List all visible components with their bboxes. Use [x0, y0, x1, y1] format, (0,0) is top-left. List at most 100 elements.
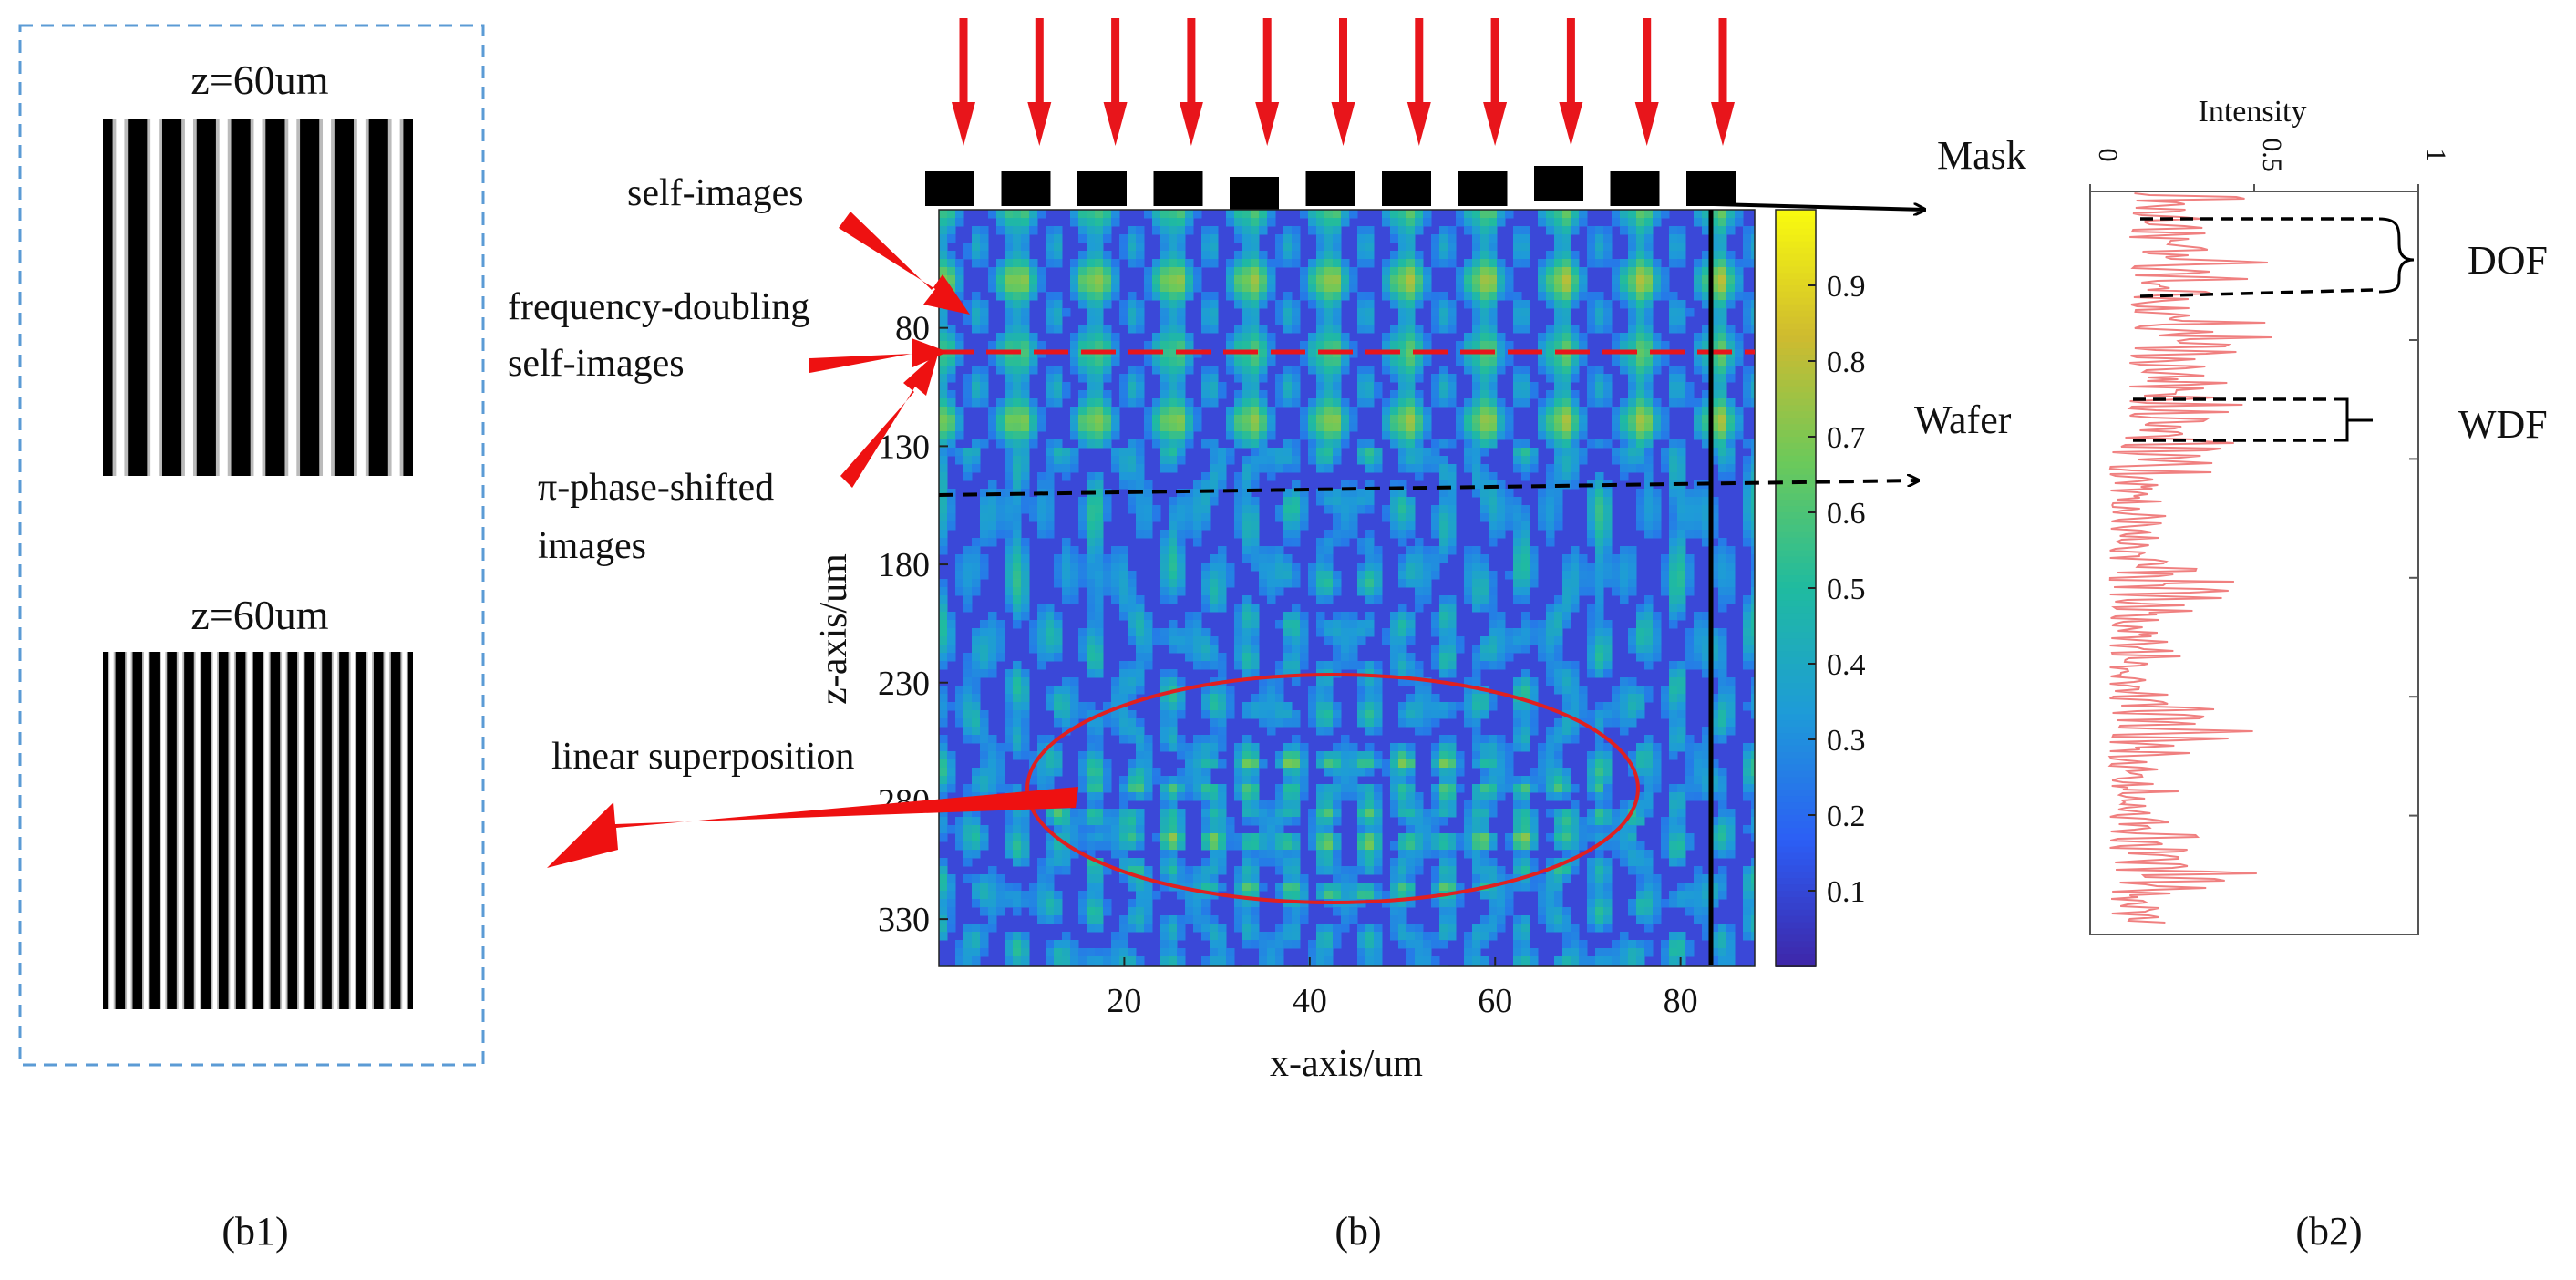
heatmap-cell	[1497, 284, 1506, 293]
heatmap-cell	[1472, 792, 1481, 801]
heatmap-cell	[1029, 768, 1038, 777]
heatmap-cell	[1103, 374, 1112, 383]
heatmap-cell	[1357, 800, 1366, 810]
heatmap-cell	[1365, 448, 1375, 457]
heatmap-cell	[1177, 398, 1186, 408]
heatmap-cell	[1628, 686, 1637, 695]
heatmap-cell	[1193, 620, 1202, 629]
heatmap-cell	[1726, 587, 1736, 596]
heatmap-cell	[1653, 341, 1662, 350]
heatmap-cell	[1333, 653, 1342, 662]
heatmap-cell	[1365, 817, 1375, 826]
heatmap-cell	[1259, 718, 1268, 728]
heatmap-cell	[1669, 620, 1678, 629]
heatmap-cell	[980, 530, 989, 539]
heatmap-cell	[1374, 809, 1383, 818]
heatmap-cell	[1078, 210, 1087, 219]
heatmap-cell	[1579, 431, 1588, 440]
heatmap-cell	[1448, 513, 1457, 522]
heatmap-cell	[1046, 841, 1055, 851]
heatmap-cell	[1111, 850, 1120, 859]
heatmap-cell	[1136, 604, 1145, 613]
heatmap-cell	[1398, 259, 1407, 268]
heatmap-cell	[1702, 267, 1711, 276]
heatmap-cell	[1177, 505, 1186, 514]
heatmap-cell	[1201, 316, 1211, 325]
heatmap-cell	[1308, 718, 1317, 728]
heatmap-cell	[1201, 366, 1211, 375]
heatmap-cell	[1521, 694, 1530, 703]
heatmap-cell	[1316, 677, 1325, 686]
heatmap-cell	[1480, 243, 1489, 252]
heatmap-cell	[1152, 768, 1161, 777]
heatmap-cell	[1160, 284, 1170, 293]
heatmap-cell	[1751, 710, 1755, 719]
heatmap-cell	[1595, 825, 1604, 834]
heatmap-cell	[1316, 571, 1325, 580]
heatmap-cell	[1546, 628, 1555, 637]
heatmap-cell	[1218, 579, 1227, 588]
heatmap-cell	[1275, 374, 1284, 383]
heatmap-cell	[1439, 800, 1448, 810]
heatmap-cell	[1308, 341, 1317, 350]
heatmap-cell	[1078, 759, 1087, 769]
heatmap-cell	[1718, 817, 1727, 826]
heatmap-cell	[1628, 718, 1637, 728]
heatmap-cell	[1152, 210, 1161, 219]
heatmap-cell	[1193, 530, 1202, 539]
heatmap-cell	[1128, 858, 1137, 867]
heatmap-cell	[1595, 817, 1604, 826]
heatmap-cell	[1341, 357, 1350, 366]
heatmap-cell	[1201, 735, 1211, 744]
heatmap-cell	[1218, 727, 1227, 736]
heatmap-cell	[1669, 521, 1678, 531]
heatmap-cell	[1677, 850, 1686, 859]
heatmap-cell	[1439, 259, 1448, 268]
heatmap-cell	[1710, 497, 1719, 506]
heatmap-cell	[1005, 727, 1014, 736]
heatmap-cell	[1078, 407, 1087, 416]
heatmap-cell	[1095, 431, 1104, 440]
heatmap-cell	[1521, 439, 1530, 449]
heatmap-cell	[1538, 784, 1547, 793]
heatmap-cell	[1406, 841, 1416, 851]
heatmap-cell	[939, 439, 948, 449]
heatmap-cell	[1620, 718, 1629, 728]
heatmap-cell	[980, 833, 989, 842]
heatmap-cell	[1636, 357, 1645, 366]
heatmap-cell	[1292, 563, 1301, 572]
heatmap-cell	[1513, 316, 1522, 325]
heatmap-cell	[1726, 546, 1736, 555]
heatmap-cell	[1078, 357, 1087, 366]
heatmap-cell	[1333, 841, 1342, 851]
heatmap-cell	[1423, 284, 1432, 293]
heatmap-cell	[1702, 727, 1711, 736]
heatmap-cell	[1406, 628, 1416, 637]
heatmap-cell	[1669, 448, 1678, 457]
heatmap-cell	[1653, 743, 1662, 752]
heatmap-cell	[1242, 792, 1252, 801]
heatmap-cell	[1464, 546, 1473, 555]
heatmap-cell	[1251, 505, 1260, 514]
heatmap-cell	[1292, 833, 1301, 842]
heatmap-cell	[1669, 513, 1678, 522]
heatmap-cell	[1341, 792, 1350, 801]
heatmap-cell	[1111, 841, 1120, 851]
heatmap-cell	[939, 341, 948, 350]
heatmap-cell	[1595, 292, 1604, 301]
heatmap-cell	[1677, 612, 1686, 621]
heatmap-cell	[1234, 234, 1243, 243]
heatmap-cell	[1201, 825, 1211, 834]
heatmap-cell	[1292, 858, 1301, 867]
heatmap-cell	[1300, 505, 1309, 514]
heatmap-cell	[1513, 809, 1522, 818]
heatmap-cell	[1431, 563, 1440, 572]
heatmap-cell	[1603, 809, 1613, 818]
heatmap-cell	[1685, 636, 1695, 645]
heatmap-cell	[1300, 776, 1309, 785]
heatmap-cell	[1521, 809, 1530, 818]
heatmap-cell	[1160, 686, 1170, 695]
heatmap-cell	[1505, 489, 1514, 498]
heatmap-cell	[1464, 841, 1473, 851]
heatmap-cell	[1653, 620, 1662, 629]
